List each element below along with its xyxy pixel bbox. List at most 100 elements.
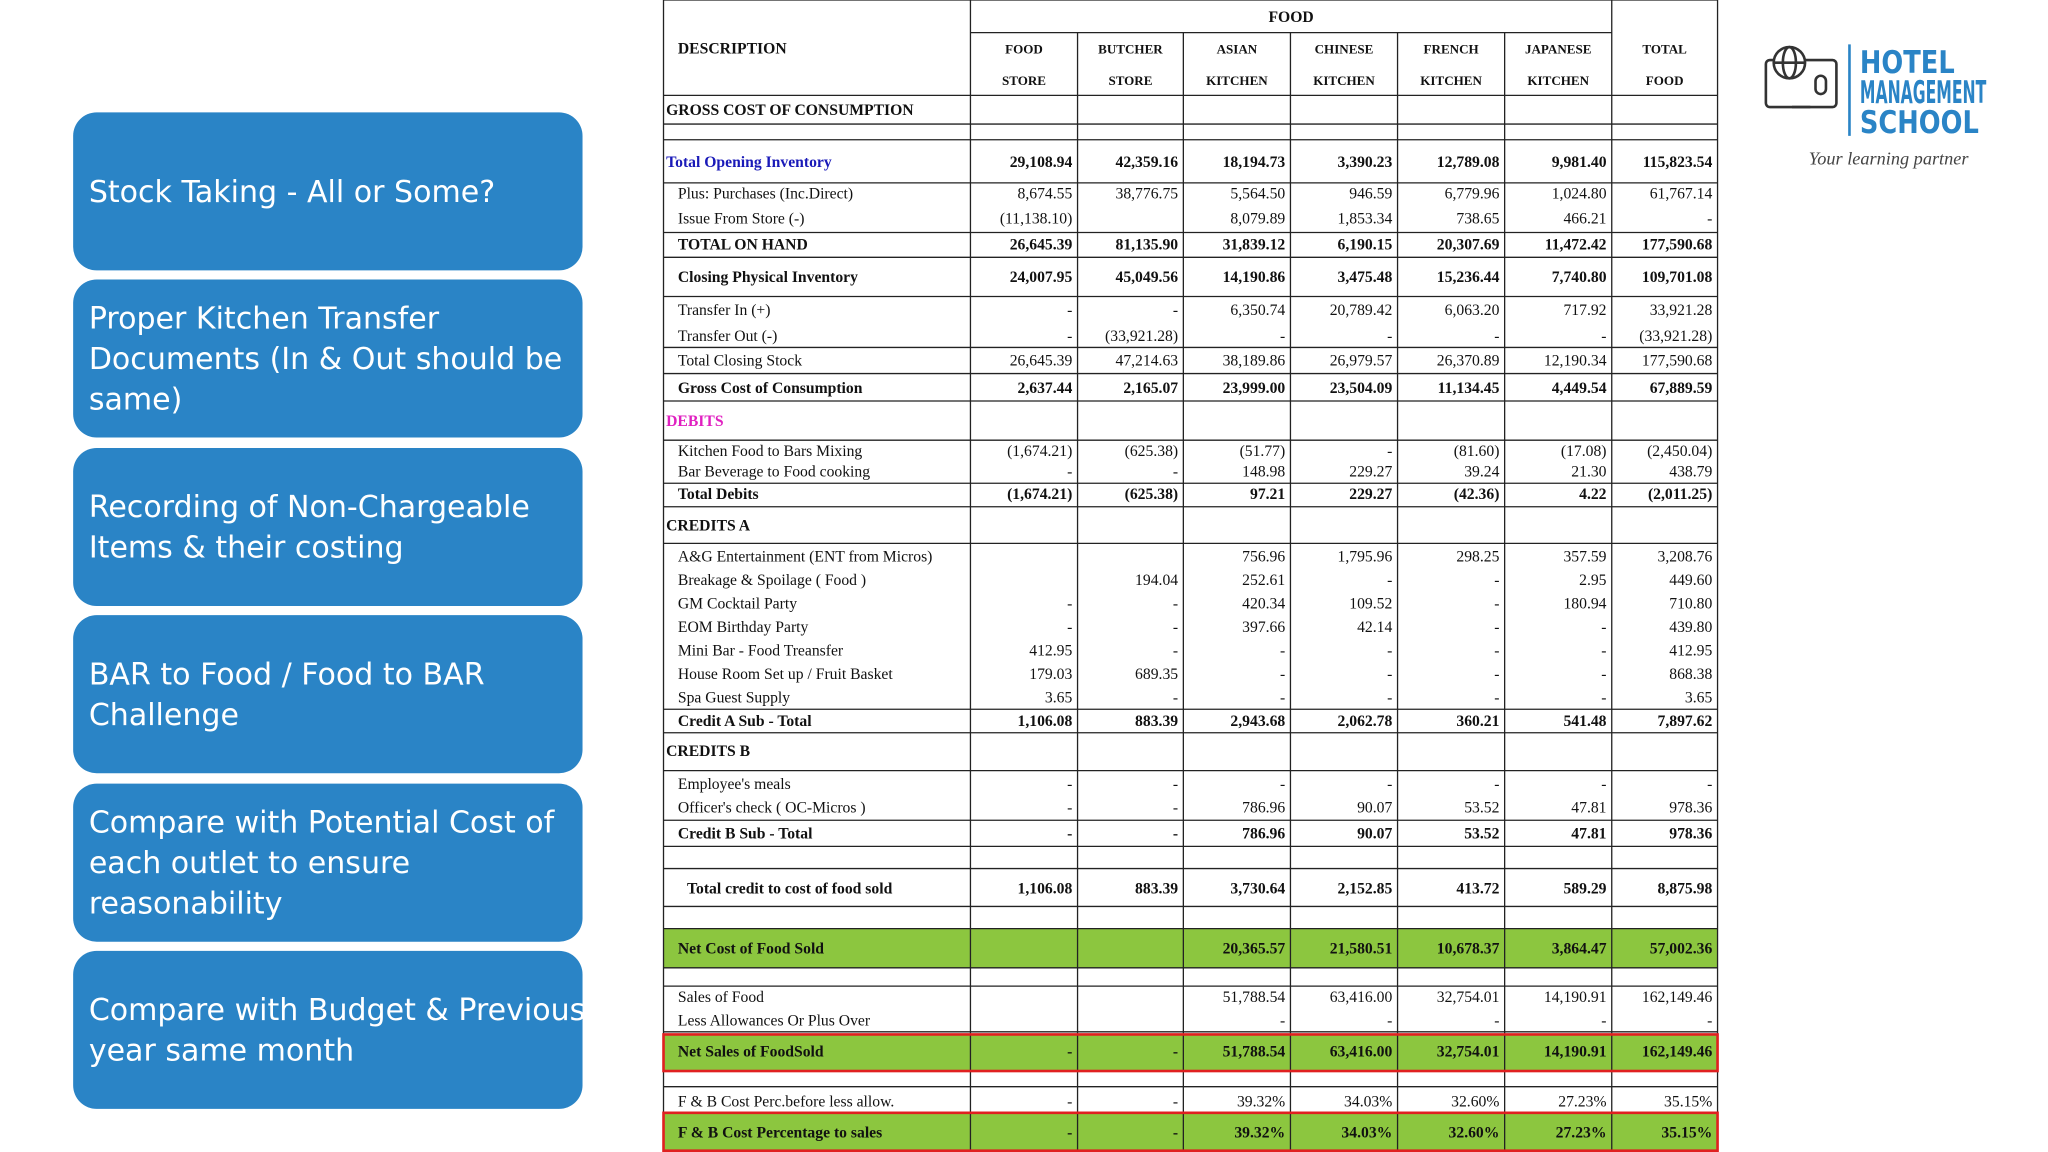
cell-value: (33,921.28) (1105, 328, 1178, 345)
cell-value: 47.81 (1571, 799, 1606, 816)
cell-value: - (1173, 826, 1178, 843)
cell-value: 35.15% (1661, 1125, 1712, 1142)
cell-value: 2,943.68 (1230, 713, 1285, 730)
cell-value: 32,754.01 (1437, 989, 1500, 1006)
cell-value: 42,359.16 (1115, 154, 1178, 171)
cell-value: 51,788.54 (1223, 1044, 1286, 1061)
cell-value: 738.65 (1456, 210, 1499, 227)
row-label: Mini Bar - Food Treansfer (678, 643, 844, 660)
cell-value: 162,149.46 (1642, 1044, 1713, 1061)
cell-value: - (1173, 690, 1178, 707)
cell-value: 1,795.96 (1338, 549, 1393, 566)
row-label: Less Allowances Or Plus Over (678, 1012, 871, 1029)
cell-value: - (1494, 619, 1499, 636)
cell-value: - (1387, 572, 1392, 589)
cell-value: 15,236.44 (1437, 269, 1500, 286)
cell-value: 8,079.89 (1230, 210, 1285, 227)
cell-value: 412.95 (1029, 643, 1072, 660)
cell-value: 177,590.68 (1642, 236, 1713, 253)
topic-text: reasonability (89, 887, 283, 922)
cell-value: 360.21 (1456, 713, 1499, 730)
cell-value: 51,788.54 (1223, 989, 1286, 1006)
cell-value: 42.14 (1357, 619, 1392, 636)
cell-value: - (1173, 776, 1178, 793)
cell-value: (51.77) (1240, 443, 1286, 460)
topic-box (73, 112, 583, 271)
column-header: KITCHEN (1420, 73, 1482, 88)
cell-value: 717.92 (1563, 302, 1606, 319)
cell-value: (2,450.04) (1647, 443, 1712, 460)
row-label: Issue From Store (-) (678, 210, 805, 227)
cell-value: 868.38 (1669, 666, 1712, 683)
cell-value: 3,864.47 (1552, 940, 1607, 957)
cell-value: - (1173, 1093, 1178, 1110)
topic-box (73, 615, 583, 774)
cell-value: - (1067, 464, 1072, 481)
cell-value: - (1601, 776, 1606, 793)
row-label: GROSS COST OF CONSUMPTION (666, 102, 914, 119)
row-label: Breakage & Spoilage ( Food ) (678, 572, 866, 589)
cell-value: - (1067, 328, 1072, 345)
cell-value: - (1387, 1012, 1392, 1029)
cell-value: 541.48 (1563, 713, 1606, 730)
cell-value: 18,194.73 (1223, 154, 1286, 171)
cell-value: 6,190.15 (1338, 236, 1393, 253)
cell-value: 883.39 (1135, 880, 1178, 897)
cell-value: - (1067, 619, 1072, 636)
column-header: FRENCH (1424, 42, 1479, 57)
cell-value: - (1280, 776, 1285, 793)
cell-value: (625.38) (1125, 486, 1178, 503)
topic-box (73, 279, 583, 438)
cell-value: - (1494, 776, 1499, 793)
cell-value: 23,999.00 (1223, 380, 1286, 397)
column-header: JAPANESE (1525, 42, 1592, 57)
highlight-border (662, 1033, 1719, 1073)
row-label: Credit B Sub - Total (678, 826, 813, 843)
highlight-border (662, 1111, 1719, 1152)
cell-value: 3,208.76 (1658, 549, 1713, 566)
cell-value: - (1173, 1044, 1178, 1061)
cell-value: 413.72 (1456, 880, 1499, 897)
row-label: Total Debits (678, 486, 759, 503)
topic-text: Documents (In & Out should be (89, 342, 562, 377)
row-label: Sales of Food (678, 989, 764, 1006)
row-label: Net Sales of FoodSold (678, 1044, 824, 1061)
cell-value: 298.25 (1456, 549, 1499, 566)
logo-text: SCHOOL (1860, 104, 1979, 141)
topic-text: Compare with Potential Cost of (89, 806, 556, 841)
row-label: Plus: Purchases (Inc.Direct) (678, 186, 853, 203)
cell-value: - (1067, 799, 1072, 816)
column-header: KITCHEN (1313, 73, 1375, 88)
cell-value: 2,062.78 (1338, 713, 1393, 730)
logo-tagline: Your learning partner (1809, 149, 1970, 169)
cell-value: - (1280, 1012, 1285, 1029)
cell-value: 2.95 (1579, 572, 1607, 589)
cell-value: - (1387, 776, 1392, 793)
cell-value: 6,063.20 (1445, 302, 1500, 319)
row-label: Spa Guest Supply (678, 690, 790, 707)
logo-text: MANAGEMENT (1860, 74, 1987, 111)
cell-value: 53.52 (1464, 799, 1499, 816)
cell-value: 786.96 (1242, 799, 1285, 816)
cell-value: 24,007.95 (1010, 269, 1073, 286)
cell-value: 90.07 (1357, 799, 1392, 816)
cell-value: 3,730.64 (1230, 880, 1285, 897)
column-header: ASIAN (1217, 42, 1258, 57)
cell-value: 26,645.39 (1010, 236, 1073, 253)
topic-text: Challenge (89, 698, 239, 733)
row-label: F & B Cost Perc.before less allow. (678, 1093, 894, 1110)
cell-value: 5,564.50 (1230, 186, 1285, 203)
cell-value: 357.59 (1563, 549, 1606, 566)
cell-value: 7,740.80 (1552, 269, 1607, 286)
topic-text: Compare with Budget & Previous (89, 993, 585, 1028)
row-label: Total Opening Inventory (666, 154, 832, 171)
cell-value: 162,149.46 (1642, 989, 1713, 1006)
cell-value: 412.95 (1669, 643, 1712, 660)
cell-value: 39.32% (1237, 1093, 1285, 1110)
topic-text: BAR to Food / Food to BAR (89, 657, 485, 692)
cell-value: 8,674.55 (1018, 186, 1073, 203)
cell-value: 11,134.45 (1438, 380, 1500, 397)
cell-value: 710.80 (1669, 596, 1712, 613)
cell-value: 67,889.59 (1650, 380, 1713, 397)
